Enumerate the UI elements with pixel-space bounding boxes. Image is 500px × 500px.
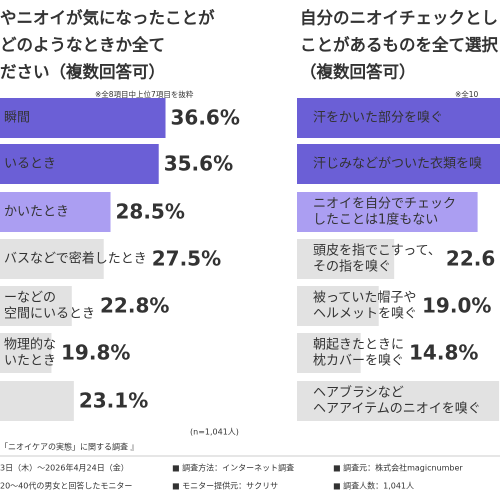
sample-size: (n=1,041人) — [190, 428, 239, 437]
bar-label: 空間にいるとき — [4, 307, 95, 322]
bar-label: 物理的な — [4, 337, 56, 353]
bar-label: その指を嗅ぐ — [313, 260, 391, 275]
chart-title: やニオイが気になったことが — [0, 8, 215, 28]
bar — [297, 192, 478, 232]
bar-label: 頭皮を指でこすって、 — [313, 244, 441, 259]
chart-title: （複数回答可） — [300, 62, 416, 82]
bar-label: 枕カバーを嗅ぐ — [313, 354, 404, 369]
bar-label: ヘルメットを嗅ぐ — [313, 307, 417, 322]
value-label: 22.6 — [446, 247, 495, 271]
bar-label: 朝起きたときに — [313, 338, 404, 353]
bar — [297, 144, 500, 184]
bar-label: 瞬間 — [4, 111, 30, 126]
bar — [0, 98, 166, 138]
value-label: 36.6% — [171, 106, 240, 130]
bar-label: いたとき — [4, 354, 56, 369]
bar-label: ニオイを自分でチェック — [313, 197, 456, 212]
chart-title: ださい（複数回答可） — [0, 62, 165, 82]
bar-label: ヘアブラシなど — [313, 385, 404, 401]
note: ※全10 — [455, 89, 479, 99]
value-label: 22.8% — [100, 294, 169, 318]
bar — [0, 286, 72, 326]
value-label: 35.6% — [164, 152, 233, 176]
footer-survey: 「ニオイケアの実態」に関する調査 』 — [0, 442, 139, 452]
bar-label: ーなどの — [4, 291, 56, 306]
footer-source: ■ 調査元：株式会社magicnumber — [333, 463, 463, 473]
bar-label: ヘアアイテムのニオイを嗅ぐ — [313, 402, 481, 417]
chart-title: 自分のニオイチェックとし — [300, 8, 498, 28]
bar-label: いるとき — [4, 157, 56, 172]
footer-period: 3日（木）～2026年4月24日（金） — [0, 463, 129, 473]
bar-label: バスなどで密着したとき — [4, 251, 147, 267]
bar-label: かいたとき — [4, 205, 69, 220]
footer-method: ■ 調査方法：インターネット調査 — [172, 463, 294, 473]
bar-label: 汗をかいた部分を嗅ぐ — [313, 111, 443, 126]
bar — [0, 192, 111, 232]
value-label: 14.8% — [409, 341, 478, 365]
bar — [297, 333, 361, 373]
value-label: 28.5% — [116, 200, 185, 224]
value-label: 19.8% — [61, 341, 130, 365]
bar — [0, 239, 104, 279]
bar — [297, 239, 395, 279]
value-label: 23.1% — [79, 389, 148, 413]
footer-count: ■ 調査人数：1,041人 — [333, 481, 414, 491]
footer-target: 20～40代の男女と回答したモニター — [0, 481, 132, 491]
chart-title: ことがあるものを全て選択 — [300, 35, 499, 55]
bar — [297, 381, 500, 421]
bar-label: 被っていた帽子や — [313, 290, 416, 306]
bar — [0, 333, 52, 373]
bar-label: したことは1度もない — [313, 212, 438, 228]
footer-provider: ■ モニター提供元：サクリサ — [172, 481, 278, 491]
value-label: 19.0% — [422, 294, 491, 318]
chart-title: どのようなときか全て — [0, 35, 165, 55]
bar — [0, 381, 74, 421]
bar — [297, 98, 500, 138]
bar — [297, 286, 379, 326]
bar-label: 汗じみなどがついた衣類を嗅 — [313, 156, 482, 172]
bar — [0, 144, 159, 184]
note: ※全8項目中上位7項目を抜粋 — [95, 89, 194, 99]
value-label: 27.5% — [152, 247, 221, 271]
